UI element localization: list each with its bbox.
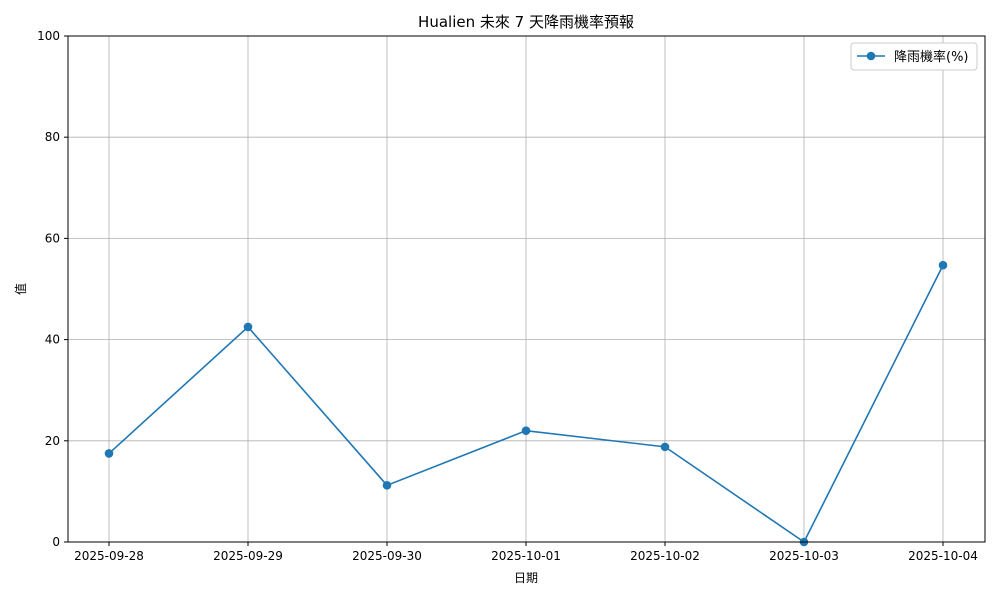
y-axis-label: 值 — [13, 283, 28, 295]
y-tick-label: 100 — [37, 29, 60, 43]
x-axis-ticks: 2025-09-28 2025-09-29 2025-09-30 2025-10-01… — [74, 542, 978, 563]
x-tick-label: 2025-10-04 — [908, 549, 978, 563]
legend: 降雨機率(%) — [850, 42, 978, 71]
x-tick-label: 2025-09-28 — [74, 549, 144, 563]
x-tick-label: 2025-10-02 — [630, 549, 700, 563]
y-tick-label: 60 — [45, 231, 60, 245]
x-tick-label: 2025-09-30 — [352, 549, 422, 563]
x-tick-label: 2025-10-01 — [491, 549, 561, 563]
y-tick-label: 80 — [45, 130, 60, 144]
y-tick-label: 0 — [52, 535, 60, 549]
legend-box — [850, 42, 978, 71]
data-point — [104, 449, 114, 458]
y-tick-label: 20 — [45, 434, 60, 448]
legend-label: 降雨機率(%) — [894, 49, 969, 65]
legend-marker — [866, 51, 876, 61]
data-point — [938, 260, 948, 270]
x-axis-label: 日期 — [514, 571, 538, 585]
data-point — [243, 322, 253, 332]
plot-area-frame — [67, 35, 986, 543]
data-point — [382, 481, 392, 490]
y-tick-label: 40 — [45, 333, 60, 347]
x-tick-label: 2025-10-03 — [769, 549, 839, 563]
y-axis-ticks: 0 20 40 60 80 100 — [37, 29, 68, 549]
data-point — [660, 442, 670, 452]
data-point — [521, 426, 531, 435]
grid-lines — [68, 35, 985, 543]
x-tick-label: 2025-09-29 — [213, 549, 283, 563]
chart-title: Hualien 未來 7 天降雨機率預報 — [418, 13, 634, 31]
